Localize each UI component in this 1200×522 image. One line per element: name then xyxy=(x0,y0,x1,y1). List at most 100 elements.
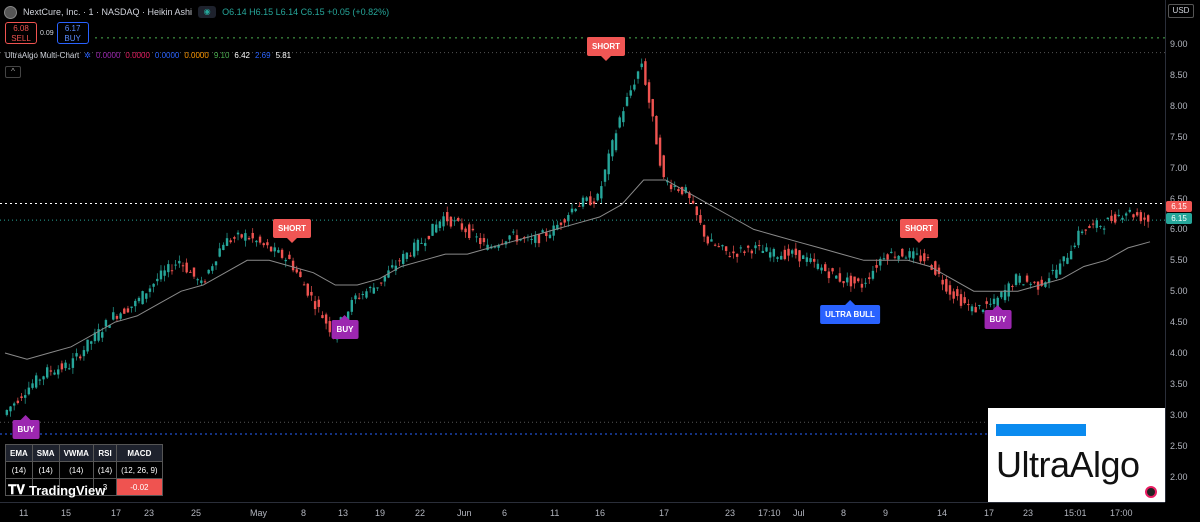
settings-icon[interactable]: ✲ xyxy=(84,51,91,60)
indicator-value: 0.0000 xyxy=(154,51,180,60)
candle-body xyxy=(1044,282,1047,287)
candle-body xyxy=(541,230,544,233)
indicator-value: 0.0000 xyxy=(125,51,150,60)
candle-body xyxy=(868,277,871,280)
candle-body xyxy=(200,280,203,284)
candle-body xyxy=(563,219,566,223)
candle-body xyxy=(1135,212,1139,216)
tradingview-logo[interactable]: 𝐓𝐕 TradingView xyxy=(8,482,105,498)
candle-body xyxy=(12,403,16,406)
indicator-table: EMA SMA VWMA RSI MACD (14) (14) (14) (14) (12, 2… xyxy=(5,444,163,496)
ultraalgo-icon xyxy=(1145,486,1157,498)
buy-signal-label: BUY xyxy=(984,305,1012,329)
price-scale[interactable]: 9.00 8.50 8.00 7.50 7.00 6.50 6.00 5.50 5.00 4.50… xyxy=(1165,0,1200,502)
candle-body xyxy=(717,246,720,248)
time-tick-label: 23 xyxy=(725,508,736,518)
candle-body xyxy=(412,242,416,257)
candle-body xyxy=(218,248,221,257)
tradingview-label: TradingView xyxy=(29,482,106,498)
indicator-title[interactable]: UltraAlgo Multi-Chart xyxy=(5,51,80,60)
candle-body xyxy=(633,84,636,90)
candle-body xyxy=(266,242,269,246)
candle-body xyxy=(383,276,387,282)
candle-body xyxy=(1080,231,1084,234)
candle-body xyxy=(757,245,761,247)
candle-body xyxy=(772,248,776,257)
candle-body xyxy=(893,256,897,258)
indicator-legend[interactable]: UltraAlgo Multi-Chart ✲ 0.0000 0.0000 0.00… xyxy=(5,51,291,60)
time-tick-label: Jun xyxy=(457,508,472,518)
indicator-values: 0.0000 0.0000 0.0000 0.0000 9.10 6.42 2.69 5.81 xyxy=(96,51,291,60)
buy-label: BUY xyxy=(64,34,81,43)
price-tick-label: 5.00 xyxy=(1170,286,1188,297)
candle-body xyxy=(449,216,453,227)
candle-body xyxy=(295,269,298,273)
candle-body xyxy=(482,238,486,243)
candle-body xyxy=(710,239,713,242)
collapse-icon[interactable]: ^ xyxy=(5,66,21,78)
candle-body xyxy=(820,267,823,271)
candle-body xyxy=(699,215,702,223)
candle-body xyxy=(875,265,878,268)
candle-body xyxy=(277,250,280,253)
candle-body xyxy=(27,387,31,395)
candle-body xyxy=(1146,215,1150,222)
buy-signal-label: BUY xyxy=(331,315,359,339)
time-tick-label: 22 xyxy=(415,508,426,518)
indicator-table-cell: EMA xyxy=(5,444,33,462)
candle-body xyxy=(622,111,625,123)
candle-body xyxy=(1113,214,1117,223)
candle-body xyxy=(82,350,86,357)
candle-body xyxy=(115,315,119,319)
time-tick-label: 17:00 xyxy=(1110,508,1133,518)
candle-body xyxy=(794,248,798,255)
time-axis[interactable]: 11 15 17 23 25 May 8 13 19 22 Jun 6 11 16 17 23 17:10 Jul… xyxy=(0,502,1165,522)
candle-body xyxy=(361,294,365,296)
indicator-table-cell: (14) xyxy=(31,461,60,479)
candle-body xyxy=(23,395,27,398)
candle-body xyxy=(255,240,258,243)
candle-body xyxy=(534,235,537,243)
price-tick-label: 4.00 xyxy=(1170,348,1188,358)
candle-body xyxy=(420,242,423,244)
symbol-title[interactable]: NextCure, Inc. · 1 · NASDAQ · Heikin Ash… xyxy=(23,7,193,17)
candle-body xyxy=(493,246,497,248)
candle-body xyxy=(846,277,849,283)
candle-body xyxy=(163,270,166,276)
candle-body xyxy=(600,186,603,199)
candle-body xyxy=(1139,212,1143,222)
candle-body xyxy=(486,244,489,250)
candle-body xyxy=(842,281,845,284)
candle-body xyxy=(1029,283,1032,285)
currency-button[interactable]: USD xyxy=(1168,4,1194,18)
time-tick-label: 13 xyxy=(338,508,349,518)
price-chart[interactable] xyxy=(0,0,1165,502)
time-tick-label: 17 xyxy=(659,508,670,518)
sell-button[interactable]: 6.08 SELL xyxy=(5,22,37,44)
candle-body xyxy=(75,353,78,357)
eye-icon[interactable]: ◉ xyxy=(198,6,217,18)
candle-body xyxy=(992,298,996,304)
time-tick-label: 17:10 xyxy=(758,508,781,518)
candle-body xyxy=(247,238,251,240)
candle-body xyxy=(805,257,809,262)
candle-body xyxy=(368,286,372,289)
candle-body xyxy=(853,276,856,284)
indicator-table-cell: (14) xyxy=(5,461,33,479)
candle-body xyxy=(1040,279,1043,286)
candle-body xyxy=(211,266,214,271)
last-price-tag: 6.15 xyxy=(1166,201,1192,212)
price-tick-label: 3.00 xyxy=(1170,409,1188,420)
candle-body xyxy=(879,258,882,266)
buy-button[interactable]: 6.17 BUY xyxy=(56,22,89,44)
candle-body xyxy=(644,61,647,85)
candle-body xyxy=(1055,269,1058,278)
candle-body xyxy=(787,248,790,256)
candle-body xyxy=(398,260,401,262)
candle-body xyxy=(471,228,475,231)
trade-buttons: 6.08 SELL 0.09 6.17 BUY xyxy=(5,22,89,44)
indicator-table-cell: VWMA xyxy=(58,444,94,462)
chart-area[interactable] xyxy=(0,0,1165,502)
candle-body xyxy=(768,252,772,258)
price-tick-label: 4.50 xyxy=(1170,317,1188,328)
